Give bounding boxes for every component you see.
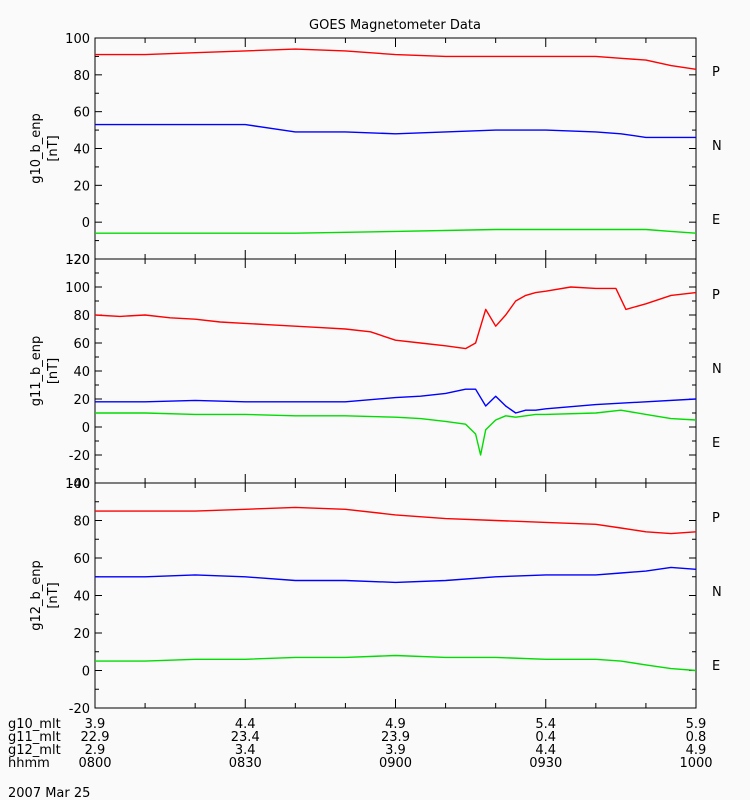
date-label: 2007 Mar 25 — [8, 786, 90, 800]
footer-row-value: 3.9 — [385, 743, 406, 758]
y-tick-label: 40 — [73, 365, 90, 380]
y-tick-label: -20 — [69, 702, 90, 717]
panel-2: -40 -20 0 20 40 60 80 100 120 g11_b_enp [nT] P N E — [29, 253, 722, 492]
y-tick-label: 80 — [73, 309, 90, 324]
footer-row-value: 23.4 — [231, 730, 260, 745]
y-tick-label: -40 — [69, 477, 90, 492]
footer-row-value: 0.8 — [686, 730, 707, 745]
legend-e: E — [712, 659, 720, 674]
y-tick-label: 60 — [73, 337, 90, 352]
footer-row-value: 4.9 — [686, 743, 707, 758]
y-tick-label: 100 — [65, 477, 90, 492]
footer-row-value: 4.9 — [385, 717, 406, 732]
legend-n: N — [712, 362, 722, 377]
series-n-line — [95, 388, 697, 414]
footer-row-value: 0930 — [529, 756, 562, 771]
series-e-line — [95, 228, 697, 234]
footer-row-value: 4.4 — [535, 743, 556, 758]
y-tick-label: 0 — [82, 665, 90, 680]
panel-3: -20 0 20 40 60 80 100 g12_b_enp [nT] P N E — [29, 477, 722, 717]
series-e-line — [95, 409, 697, 456]
y-tick-label: 0 — [82, 421, 90, 436]
y-axis-unit: [nT] — [46, 582, 61, 608]
series-p-line — [95, 506, 697, 535]
legend-e: E — [712, 213, 720, 228]
footer-row-value: 23.9 — [381, 730, 410, 745]
footer-row-value: 3.9 — [85, 717, 106, 732]
chart-title: GOES Magnetometer Data — [309, 18, 481, 33]
footer-row-value: 5.9 — [686, 717, 707, 732]
legend-p: P — [712, 65, 720, 80]
y-tick-label: 60 — [73, 106, 90, 121]
legend-n: N — [712, 585, 722, 600]
y-tick-label: -20 — [69, 449, 90, 464]
footer-row-value: 0800 — [78, 756, 111, 771]
footer-row-value: 1000 — [679, 756, 712, 771]
footer-row-value: 0.4 — [535, 730, 556, 745]
series-e-line — [95, 654, 697, 672]
footer-row-value: 5.4 — [535, 717, 556, 732]
y-tick-label: 60 — [73, 552, 90, 567]
y-tick-label: 100 — [65, 32, 90, 47]
y-tick-label: 0 — [82, 216, 90, 231]
y-axis-label: g12_b_enp — [29, 560, 44, 631]
panel-1: -20 0 20 40 60 80 100 g10_b_enp [nT] P N E — [29, 32, 722, 268]
y-axis-unit: [nT] — [46, 135, 61, 161]
y-tick-label: 20 — [73, 179, 90, 194]
series-n-line — [95, 123, 696, 139]
series-p-line — [94, 286, 697, 350]
legend-e: E — [712, 436, 720, 451]
y-tick-label: 20 — [73, 627, 90, 642]
y-axis-label: g10_b_enp — [29, 113, 44, 184]
footer-row-label: g12_mlt — [8, 743, 61, 758]
y-tick-label: 80 — [73, 515, 90, 530]
footer-row-value: 4.4 — [235, 717, 256, 732]
footer-rows: g10_mlt 3.9 4.4 4.9 5.4 5.9 g11_mlt 22.9 23.4 23.… — [8, 717, 713, 771]
footer-row-value: 2.9 — [85, 743, 106, 758]
footer-row-label: g11_mlt — [8, 730, 61, 745]
y-tick-label: 100 — [65, 281, 90, 296]
y-tick-label: 80 — [73, 69, 90, 84]
y-tick-label: 40 — [73, 143, 90, 158]
legend-p: P — [712, 511, 720, 526]
y-axis-label: g11_b_enp — [29, 336, 44, 407]
series-p-line — [95, 48, 697, 70]
legend-n: N — [712, 139, 722, 154]
series-n-line — [95, 566, 697, 584]
footer-row-label: hhmm — [8, 756, 50, 771]
footer-row-value: 3.4 — [235, 743, 256, 758]
y-tick-label: -20 — [69, 253, 90, 268]
y-tick-label: 40 — [73, 590, 90, 605]
footer-row-value: 0830 — [229, 756, 262, 771]
footer-row-value: 0900 — [379, 756, 412, 771]
y-axis-unit: [nT] — [46, 358, 61, 384]
y-tick-label: 20 — [73, 393, 90, 408]
legend-p: P — [712, 288, 720, 303]
footer-row-value: 22.9 — [81, 730, 110, 745]
y-tick-label: 120 — [65, 253, 90, 268]
footer-row-label: g10_mlt — [8, 717, 61, 732]
